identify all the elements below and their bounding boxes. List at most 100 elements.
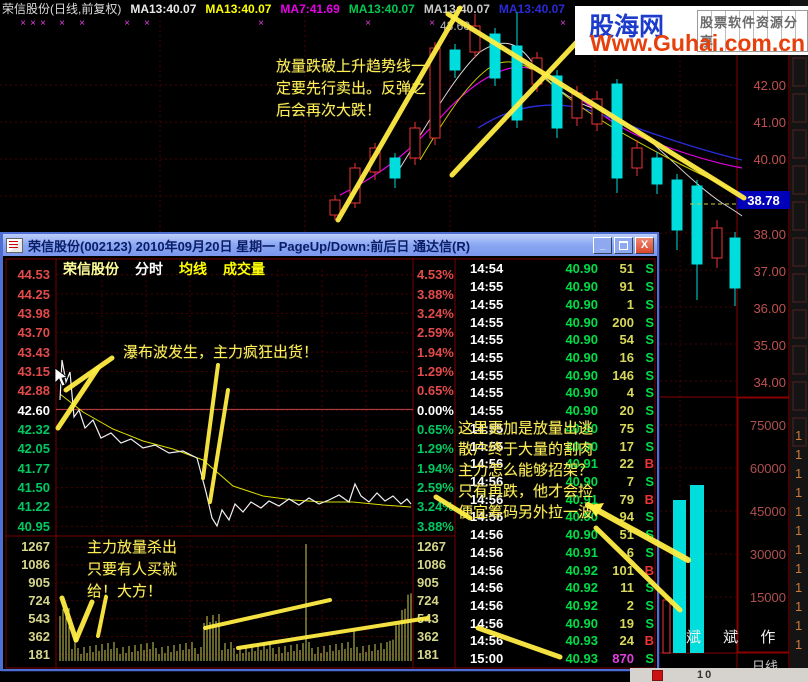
- svg-text:1: 1: [795, 561, 802, 576]
- svg-text:×: ×: [429, 18, 435, 29]
- legend-item: 荣信股份: [63, 261, 119, 277]
- daily-annotation: 放量跌破上升趋势线一 定要先行卖出。反弹之 后会再次大跌！: [276, 56, 426, 122]
- watermark: 股海网 股票软件资源分享 Www.Guhai.com.cn: [575, 6, 808, 56]
- tape-side: S: [645, 261, 654, 277]
- legend-item: 成交量: [223, 261, 265, 277]
- svg-text:×: ×: [144, 18, 150, 29]
- tape-volume: 870: [612, 651, 634, 667]
- restore-button[interactable]: [614, 236, 633, 254]
- svg-text:×: ×: [258, 18, 264, 29]
- intraday-volume-tick: 543: [28, 611, 50, 626]
- intraday-volume-tick: 362: [28, 628, 50, 644]
- intraday-percent-axis: 4.53% 3.88% 3.24% 2.59% 1.94% 1.29% 0.65% 0.00%…: [415, 265, 457, 536]
- svg-text:1: 1: [795, 542, 802, 557]
- close-button[interactable]: X: [635, 236, 654, 254]
- tape-side: S: [645, 385, 654, 401]
- ma-label: MA13:40.07: [205, 2, 272, 16]
- tape-time: 14:55: [470, 349, 504, 365]
- tape-price: 40.92: [565, 562, 598, 578]
- instrument-title: 荣信股份(日线,前复权): [2, 2, 122, 16]
- intraday-percent-tick: 1.29%: [417, 363, 454, 379]
- intraday-popup-window: 荣信股份(002123) 2010年09月20日 星期一 PageUp/Down…: [0, 232, 659, 671]
- tape-side: B: [644, 633, 654, 649]
- tape-price: 40.91: [565, 456, 598, 472]
- waterfall-annotation: 瀑布波发生，主力疯狂出货！: [123, 344, 319, 361]
- svg-text:1: 1: [795, 580, 802, 595]
- daily-price-tick: 35.00: [753, 338, 786, 353]
- intraday-percent-tick: 0.65%: [417, 422, 454, 438]
- tape-volume: 22: [619, 456, 634, 472]
- tape-side: S: [645, 367, 654, 383]
- tape-time: 14:56: [470, 527, 504, 543]
- tape-row: 14:56 40.90 19 S: [458, 614, 658, 632]
- tape-price: 40.90: [565, 527, 598, 543]
- tape-side: B: [644, 562, 654, 578]
- tape-side: S: [645, 651, 654, 667]
- svg-text:×: ×: [59, 18, 65, 29]
- tape-time: 14:56: [470, 544, 504, 560]
- svg-text:1: 1: [795, 485, 802, 500]
- svg-text:×: ×: [560, 18, 566, 29]
- tape-price: 40.90: [565, 332, 598, 348]
- intraday-price-tick: 43.43: [17, 344, 50, 360]
- tape-time: 14:56: [470, 562, 504, 578]
- svg-text:×: ×: [30, 18, 36, 29]
- daily-volume-tick: 60000: [749, 461, 786, 476]
- intraday-percent-tick: 3.88%: [417, 286, 454, 302]
- minimize-button[interactable]: _: [593, 236, 612, 254]
- escape-annotation: 这里更加是放量出逃 散户终于大量的割肉 主力怎么能够招架？ 只有再跌，他才会捡 便宜筹码…: [458, 418, 593, 523]
- watermark-url: Www.Guhai.com.cn: [590, 30, 806, 56]
- annotation-line: 给！大方！: [87, 583, 163, 600]
- svg-text:1: 1: [795, 599, 802, 614]
- annotation-line: 主力怎么能够招架？: [458, 462, 594, 479]
- annotation-line: 这里更加是放量出逃: [458, 420, 594, 437]
- tape-row: 14:55 40.90 75 S: [458, 419, 658, 437]
- tape-volume: 2: [626, 598, 634, 614]
- tape-time: 14:55: [470, 296, 504, 312]
- tape-time: 14:56: [470, 598, 504, 614]
- daily-price-tick: 42.00: [753, 78, 786, 93]
- intraday-price-tick: 41.50: [17, 480, 50, 496]
- popup-title-bar[interactable]: 荣信股份(002123) 2010年09月20日 星期一 PageUp/Down…: [3, 234, 657, 256]
- intraday-volume-tick: 362: [417, 628, 439, 644]
- tape-volume: 51: [619, 527, 634, 543]
- tape-time: 14:55: [470, 314, 504, 330]
- tape-row: 14:56 40.93 24 B: [458, 632, 658, 650]
- tape-price: 40.90: [565, 296, 598, 312]
- tape-price: 40.90: [565, 349, 598, 365]
- intraday-volume-tick: 905: [28, 575, 50, 591]
- intraday-price-tick: 43.70: [17, 325, 50, 341]
- intraday-percent-tick: 1.29%: [417, 441, 454, 457]
- popup-title: 荣信股份(002123) 2010年09月20日 星期一 PageUp/Down…: [28, 238, 471, 254]
- tape-side: S: [645, 509, 654, 525]
- daily-price-tick: 40.00: [753, 152, 786, 167]
- tape-volume: 16: [619, 349, 634, 365]
- tape-time: 14:56: [470, 456, 504, 472]
- daily-volume-tick: 15000: [749, 590, 786, 605]
- tape-price: 40.90: [565, 420, 598, 436]
- svg-text:1: 1: [795, 447, 802, 462]
- intraday-volume-axis-right: 1267 1086 905 724 543 362 181: [415, 538, 459, 663]
- tape-volume: 24: [619, 633, 634, 649]
- tape-time: 14:56: [470, 615, 504, 631]
- legend-item: 分时: [135, 261, 163, 277]
- intraday-price-tick: 42.88: [17, 383, 50, 399]
- tape-row: 14:55 40.90 91 S: [458, 278, 658, 296]
- tape-side: S: [645, 296, 654, 312]
- tape-time: 15:00: [470, 651, 504, 667]
- ma-label: MA13:40.07: [130, 2, 197, 16]
- annotation-line: 散户终于大量的割肉: [458, 441, 594, 458]
- tape-side: S: [645, 279, 654, 295]
- bottom-status-bar: 10: [630, 668, 808, 682]
- tape-time: 14:56: [470, 509, 504, 525]
- intraday-percent-tick: 4.53%: [417, 267, 454, 283]
- tape-row: 14:55 40.90 1 S: [458, 295, 658, 313]
- tape-volume: 146: [612, 367, 634, 383]
- tape-row: 14:56 40.90 51 S: [458, 526, 658, 544]
- svg-text:×: ×: [365, 18, 371, 29]
- intraday-percent-tick: 2.59%: [417, 480, 454, 496]
- tape-time: 14:55: [470, 403, 504, 419]
- tape-volume: 1: [626, 296, 634, 312]
- tape-row: 14:56 40.91 6 S: [458, 544, 658, 562]
- ma-label: MA7:41.69: [280, 2, 340, 16]
